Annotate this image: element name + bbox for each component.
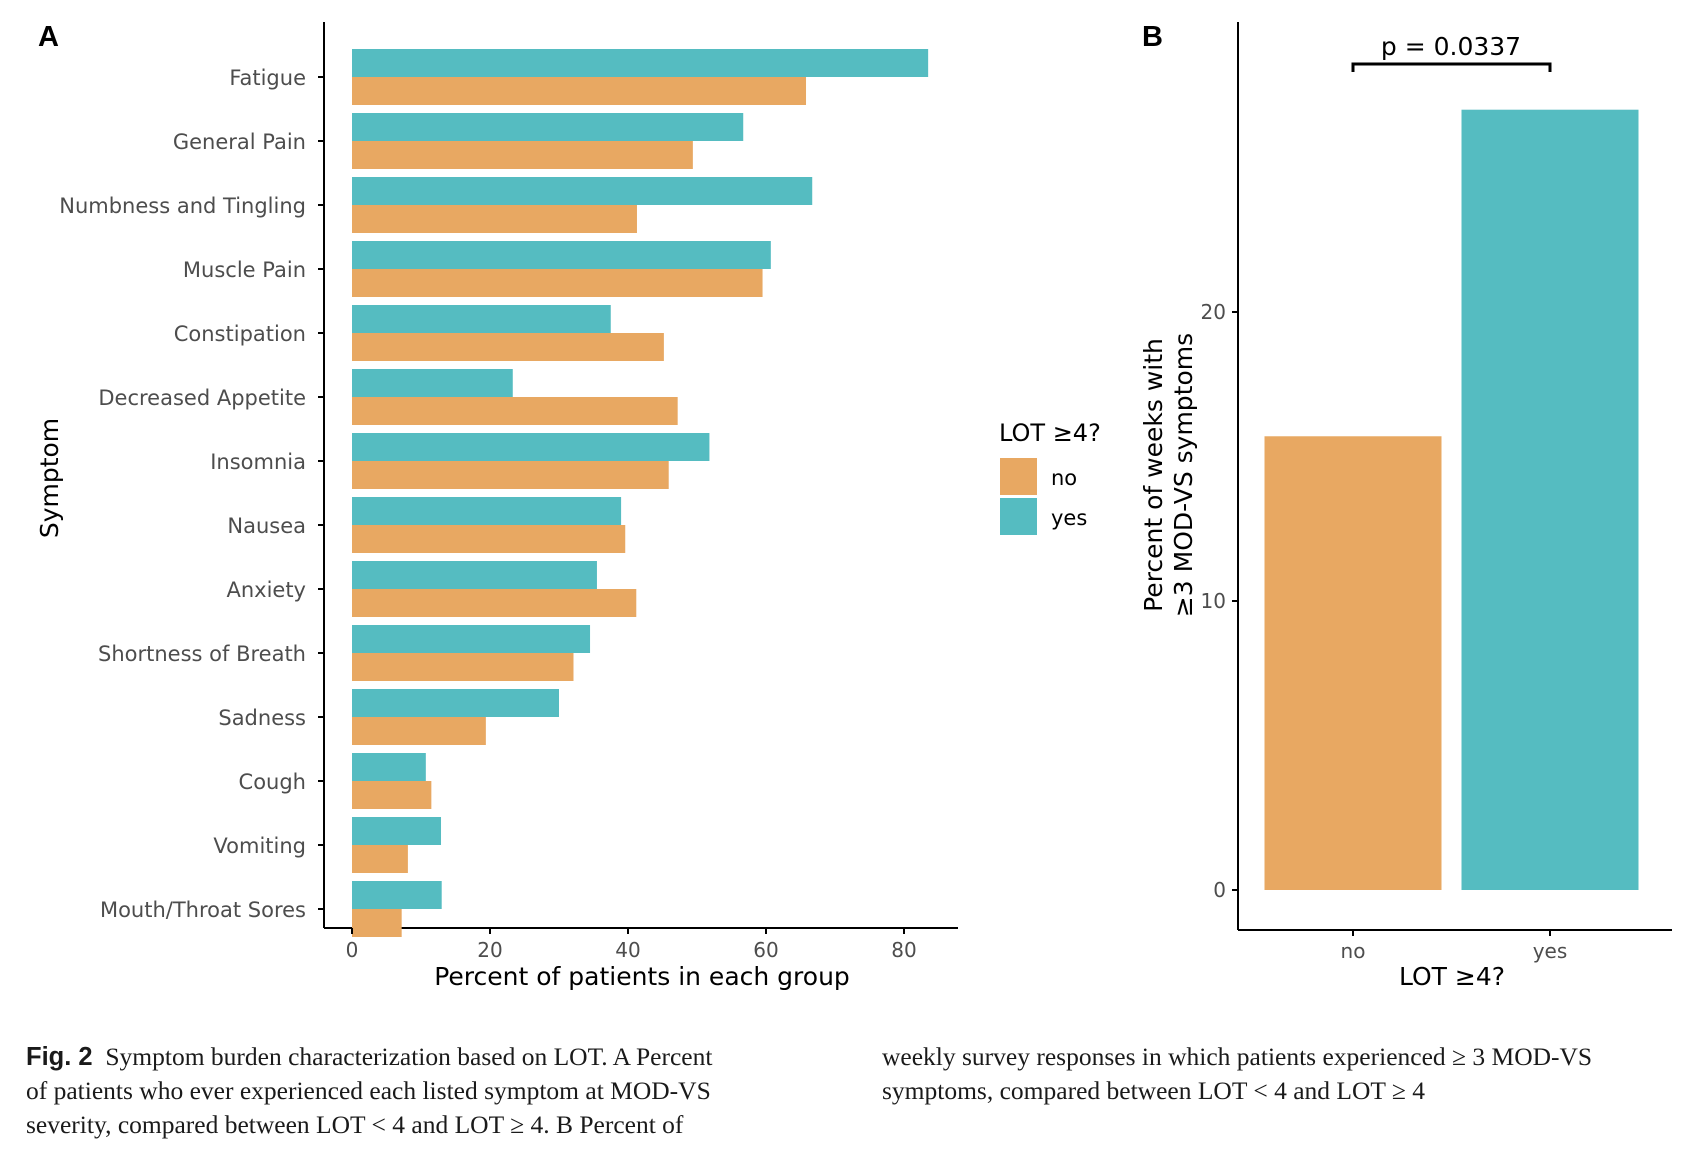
panel-a-y-tick-label-3: Muscle Pain <box>183 258 306 282</box>
panel-b-y-axis-title-line1: Percent of weeks with <box>1139 338 1168 612</box>
caption-line-4: weekly survey responses in which patient… <box>882 1042 1593 1071</box>
panel-a-chart: Fatigue General Pain Numbness and Tingling… <box>59 22 958 962</box>
caption-line-1: Fig. 2 Symptom burden characterization b… <box>26 1040 826 1074</box>
significance-bracket <box>1351 62 1552 72</box>
bar-no-6 <box>352 461 669 489</box>
bar-yes-8 <box>352 561 597 589</box>
panel-b-y-axis-title-line2: ≥3 MOD-VS symptoms <box>1169 333 1198 617</box>
panel-b-y-tick-label-2: 20 <box>1201 300 1226 324</box>
panel-a-y-tick-label-11: Cough <box>239 770 306 794</box>
panel-label-a: A <box>38 21 59 53</box>
bar-yes-5 <box>352 369 513 397</box>
panel-a-x-tick-label-4: 80 <box>891 938 916 962</box>
panel-a-y-tick-label-13: Mouth/Throat Sores <box>100 898 306 922</box>
bar-b-yes <box>1461 109 1639 890</box>
bar-yes-3 <box>352 241 771 269</box>
legend-label-yes: yes <box>1051 506 1087 530</box>
panel-b-chart: no yes 0 10 20 <box>1201 22 1672 963</box>
bar-yes-9 <box>352 625 591 653</box>
bar-no-5 <box>352 397 678 425</box>
bar-no-8 <box>352 589 637 617</box>
panel-b-x-axis-title: LOT ≥4? <box>1399 962 1505 991</box>
caption-line-3: severity, compared between LOT < 4 and L… <box>26 1110 684 1139</box>
bar-no-9 <box>352 653 574 681</box>
caption-label: Fig. 2 <box>26 1043 93 1071</box>
bar-no-3 <box>352 269 763 297</box>
panel-a-y-tick-label-7: Nausea <box>227 514 306 538</box>
bar-no-13 <box>352 909 402 937</box>
panel-a-y-tick-label-4: Constipation <box>174 322 306 346</box>
legend-title: LOT ≥4? <box>999 419 1101 447</box>
panel-a-y-tick-label-8: Anxiety <box>226 578 306 602</box>
bar-no-4 <box>352 333 664 361</box>
figure: A B Fatigue General Pain Numbness and Ting… <box>35 21 1672 991</box>
bar-yes-13 <box>352 881 442 909</box>
panel-a-x-tick-label-2: 40 <box>615 938 640 962</box>
panel-a-y-tick-label-0: Fatigue <box>229 66 306 90</box>
bar-b-no <box>1264 436 1442 890</box>
bar-no-12 <box>352 845 408 873</box>
caption-right-column: weekly survey responses in which patient… <box>882 1040 1672 1108</box>
caption-text-1: Symptom burden characterization based on… <box>105 1042 713 1071</box>
bar-yes-12 <box>352 817 442 845</box>
panel-a-y-axis-title: Symptom <box>35 418 64 538</box>
caption-left-column: Fig. 2 Symptom burden characterization b… <box>26 1040 826 1142</box>
caption-line-5: symptoms, compared between LOT < 4 and L… <box>882 1076 1425 1105</box>
panel-a-x-tick-label-3: 60 <box>753 938 778 962</box>
legend-swatch-yes <box>1000 498 1037 535</box>
panel-a-x-tick-label-0: 0 <box>346 938 359 962</box>
legend: LOT ≥4? no yes <box>999 419 1101 535</box>
panel-a-y-tick-label-1: General Pain <box>173 130 306 154</box>
legend-label-no: no <box>1051 466 1077 490</box>
significance-annotation: p = 0.0337 <box>1381 32 1521 61</box>
bar-yes-2 <box>352 177 813 205</box>
panel-a-y-tick-label-2: Numbness and Tingling <box>59 194 306 218</box>
panel-label-b: B <box>1142 21 1163 53</box>
panel-b-y-tick-label-0: 0 <box>1213 878 1226 902</box>
bar-no-0 <box>352 77 807 105</box>
bar-no-1 <box>352 141 693 169</box>
panel-a-y-tick-label-5: Decreased Appetite <box>98 386 306 410</box>
bar-yes-11 <box>352 753 426 781</box>
bar-no-2 <box>352 205 637 233</box>
panel-a-x-tick-label-1: 20 <box>477 938 502 962</box>
panel-a-y-tick-label-9: Shortness of Breath <box>98 642 306 666</box>
panel-a-y-tick-label-12: Vomiting <box>213 834 306 858</box>
bar-yes-7 <box>352 497 622 525</box>
panel-b-x-tick-label-1: yes <box>1533 939 1568 963</box>
panel-b-x-tick-label-0: no <box>1341 939 1366 963</box>
bar-yes-4 <box>352 305 611 333</box>
bar-yes-0 <box>352 49 929 77</box>
bar-no-11 <box>352 781 432 809</box>
bar-yes-1 <box>352 113 744 141</box>
panel-a-y-tick-label-6: Insomnia <box>210 450 306 474</box>
caption-line-2: of patients who ever experienced each li… <box>26 1076 711 1105</box>
legend-swatch-no <box>1000 458 1037 495</box>
bar-yes-10 <box>352 689 559 717</box>
bar-no-7 <box>352 525 626 553</box>
panel-a-x-axis-title: Percent of patients in each group <box>434 962 850 991</box>
panel-b-y-tick-label-1: 10 <box>1201 589 1226 613</box>
bar-yes-6 <box>352 433 710 461</box>
panel-a-y-tick-label-10: Sadness <box>218 706 306 730</box>
bar-no-10 <box>352 717 486 745</box>
